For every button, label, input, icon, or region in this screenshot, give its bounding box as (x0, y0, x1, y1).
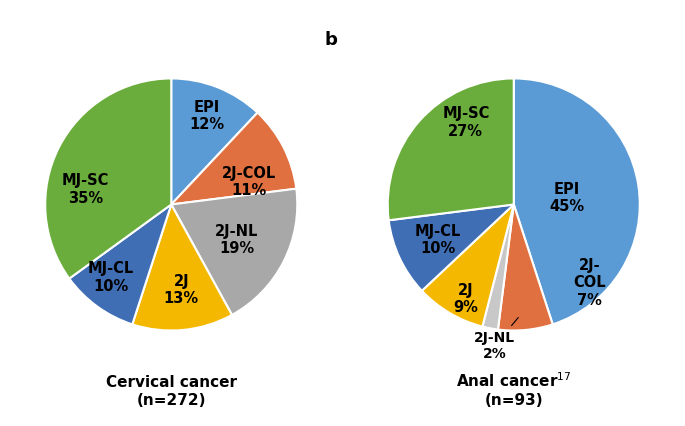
Wedge shape (422, 204, 514, 327)
Text: 2J-NL
19%: 2J-NL 19% (215, 224, 258, 256)
Text: MJ-SC
27%: MJ-SC 27% (442, 106, 490, 139)
Title: Anal cancer$^{17}$
(n=93): Anal cancer$^{17}$ (n=93) (456, 372, 571, 408)
Wedge shape (45, 78, 171, 279)
Text: 2J-
COL
7%: 2J- COL 7% (573, 258, 606, 308)
Text: 2J-COL
11%: 2J-COL 11% (222, 166, 277, 198)
Text: 2J-NL
2%: 2J-NL 2% (474, 317, 519, 361)
Wedge shape (171, 189, 297, 315)
Text: MJ-SC
35%: MJ-SC 35% (62, 173, 109, 206)
Wedge shape (482, 204, 514, 330)
Wedge shape (514, 78, 640, 324)
Text: b: b (325, 31, 338, 49)
Text: EPI
12%: EPI 12% (189, 100, 224, 132)
Wedge shape (388, 204, 514, 291)
Text: MJ-CL
10%: MJ-CL 10% (415, 224, 461, 256)
Wedge shape (498, 204, 553, 331)
Text: 2J
13%: 2J 13% (164, 274, 199, 306)
Text: MJ-CL
10%: MJ-CL 10% (88, 262, 134, 294)
Wedge shape (388, 78, 514, 220)
Wedge shape (69, 204, 171, 324)
Wedge shape (132, 204, 232, 331)
Wedge shape (171, 112, 297, 204)
Text: 2J
9%: 2J 9% (453, 283, 478, 315)
Title: Cervical cancer
(n=272): Cervical cancer (n=272) (105, 375, 237, 408)
Wedge shape (171, 78, 258, 204)
Text: EPI
45%: EPI 45% (549, 182, 584, 214)
